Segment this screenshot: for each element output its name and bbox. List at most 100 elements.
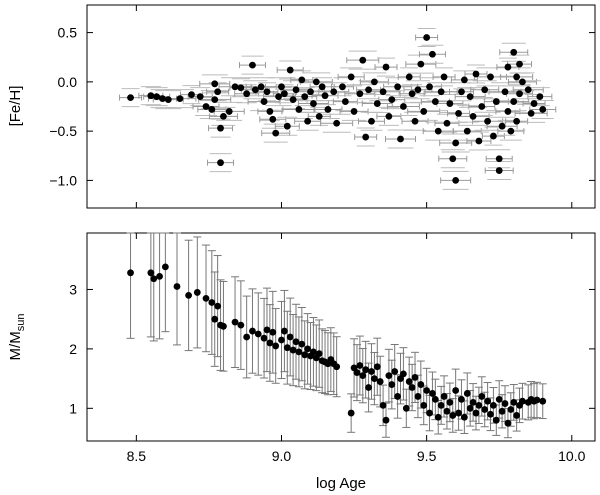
- bottom-data-point: [417, 381, 425, 388]
- top-data-point: [359, 56, 367, 64]
- bottom-data-point: [394, 393, 402, 400]
- top-data-point: [176, 95, 184, 103]
- top-data-point: [490, 132, 497, 140]
- bottom-data-point: [362, 366, 370, 374]
- bottom-data-point: [254, 330, 262, 338]
- bottom-data-point: [487, 410, 494, 418]
- bottom-data-point: [231, 318, 239, 326]
- bottom-data-point: [263, 326, 271, 334]
- bottom-data-point: [519, 397, 526, 405]
- bottom-data-point: [382, 416, 390, 424]
- top-data-point: [208, 106, 216, 113]
- bottom-data-point: [513, 412, 521, 419]
- bottom-data-point: [280, 327, 288, 335]
- top-data-point: [211, 96, 219, 104]
- top-data-point: [478, 103, 486, 110]
- top-data-point: [159, 95, 166, 103]
- top-data-point: [324, 106, 332, 113]
- bottom-data-point: [266, 339, 274, 347]
- bottom-data-point: [269, 328, 277, 336]
- top-data-point: [516, 90, 523, 98]
- top-data-point: [275, 93, 282, 101]
- bottom-y-ticks: 1 2 3: [69, 281, 595, 416]
- top-data-point: [429, 50, 436, 58]
- bottom-data-point: [214, 302, 222, 310]
- top-data-point: [431, 98, 439, 105]
- bottom-data-point: [440, 393, 448, 400]
- top-data-point: [379, 88, 387, 96]
- top-data-point: [370, 78, 378, 86]
- top-data-point: [519, 78, 526, 86]
- bottom-data-point: [310, 348, 317, 356]
- top-data-point: [333, 119, 341, 127]
- bottom-x-tick-label: 9.5: [417, 448, 437, 464]
- top-data-point: [362, 133, 370, 141]
- top-data-point: [298, 76, 306, 84]
- top-data-point: [310, 100, 317, 107]
- bottom-data-point: [127, 269, 134, 277]
- bottom-data-point: [173, 283, 181, 290]
- bottom-data-point: [315, 350, 323, 358]
- top-data-point: [272, 129, 280, 137]
- x-axis-label: log Age: [316, 475, 366, 492]
- bottom-data-point: [443, 407, 451, 415]
- top-data-point: [188, 91, 195, 99]
- bottom-data-point: [411, 374, 419, 381]
- top-data-point: [295, 106, 303, 113]
- bottom-data-point: [460, 413, 468, 421]
- bottom-data-point: [490, 401, 497, 409]
- bottom-data-point: [449, 412, 457, 419]
- bottom-data-point: [391, 368, 399, 375]
- top-data-point: [414, 86, 422, 94]
- top-data-point: [283, 122, 291, 130]
- top-data-point: [385, 112, 393, 120]
- top-data-point: [434, 127, 442, 135]
- top-data-point: [127, 94, 134, 102]
- top-data-points: [127, 34, 547, 184]
- bottom-data-point: [385, 372, 393, 380]
- top-data-point: [539, 106, 547, 113]
- bottom-data-point: [295, 348, 303, 356]
- top-data-point: [382, 63, 390, 71]
- top-data-point: [286, 66, 294, 74]
- top-data-point: [495, 155, 503, 163]
- top-data-point: [446, 100, 454, 107]
- top-data-point: [388, 96, 396, 104]
- bottom-x-tick-label: 9.0: [272, 448, 292, 464]
- bottom-data-point: [429, 390, 436, 397]
- top-data-point: [484, 117, 491, 125]
- bottom-data-point: [458, 396, 465, 403]
- top-data-point: [278, 83, 285, 91]
- bottom-data-point: [426, 409, 433, 417]
- bottom-data-point: [431, 396, 439, 403]
- bottom-data-point: [434, 413, 442, 421]
- top-data-point: [292, 86, 300, 94]
- top-data-point: [394, 83, 402, 91]
- top-data-point: [347, 73, 355, 81]
- top-data-point: [458, 88, 465, 96]
- top-data-point: [263, 88, 271, 96]
- top-data-point: [420, 108, 428, 115]
- bottom-data-point: [402, 404, 410, 412]
- bottom-panel: 8.5 9.0 9.5 10.0 1 2 3 M/Msun log Age: [7, 232, 596, 492]
- top-data-point: [495, 167, 503, 174]
- bottom-data-point: [283, 344, 291, 352]
- top-data-point: [251, 86, 259, 94]
- bottom-data-point: [150, 275, 158, 283]
- top-data-point: [405, 73, 413, 81]
- top-data-point: [312, 78, 320, 86]
- top-data-point: [220, 112, 227, 120]
- top-data-point: [307, 88, 314, 96]
- bottom-data-point: [501, 400, 509, 407]
- top-data-point: [487, 73, 494, 81]
- bottom-data-point: [498, 407, 506, 415]
- bottom-data-point: [379, 401, 387, 409]
- top-y-tick-label: 0.0: [58, 74, 78, 90]
- bottom-data-point: [272, 342, 280, 350]
- top-data-point: [280, 90, 288, 98]
- bottom-y-tick-label: 3: [69, 281, 77, 297]
- top-data-point: [217, 124, 224, 132]
- bottom-data-point: [304, 345, 312, 353]
- bottom-data-point: [289, 346, 297, 354]
